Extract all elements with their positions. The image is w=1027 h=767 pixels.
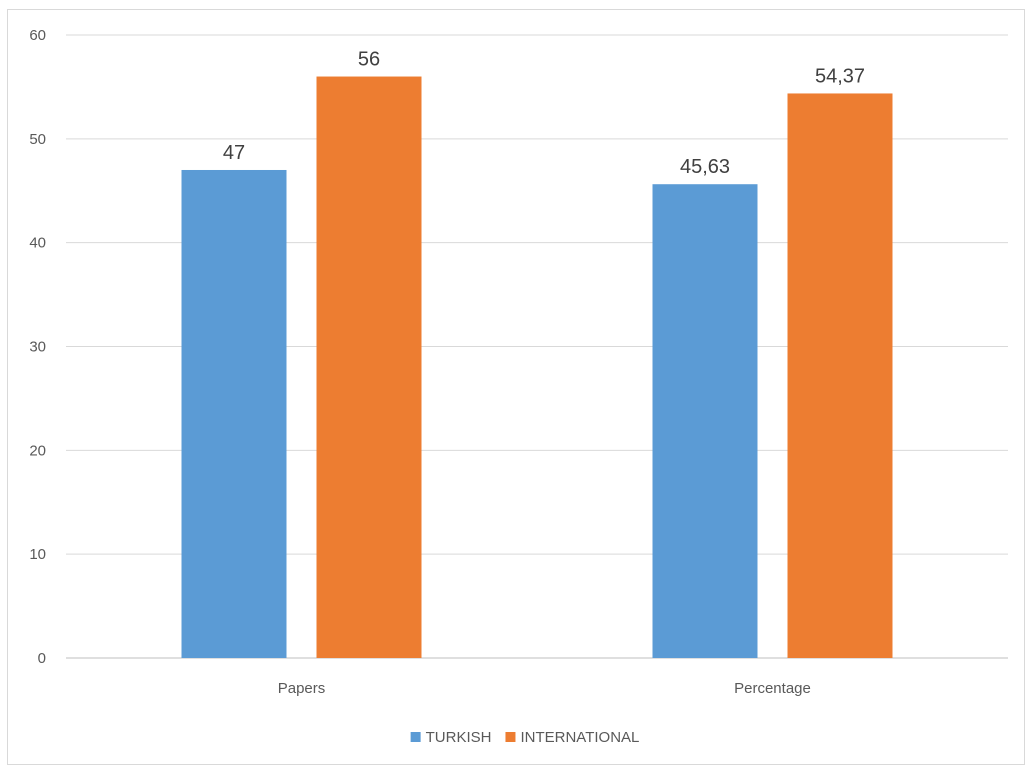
x-axis-tick-labels: Papers Percentage — [278, 680, 811, 697]
bars — [181, 76, 893, 659]
bar-turkish-percentage — [652, 184, 758, 658]
data-label-turkish-papers: 47 — [223, 142, 245, 164]
legend-swatch-turkish — [410, 732, 421, 742]
y-tick-label: 50 — [29, 131, 46, 148]
data-label-turkish-percentage: 45,63 — [680, 156, 730, 178]
x-tick-label: Papers — [278, 680, 326, 697]
x-tick-label: Percentage — [734, 680, 811, 697]
bar-international-percentage — [787, 93, 893, 658]
y-tick-label: 20 — [29, 442, 46, 459]
y-tick-label: 10 — [29, 546, 46, 563]
legend-swatch-international — [505, 732, 516, 742]
y-tick-label: 60 — [29, 27, 46, 44]
bar-turkish-papers — [181, 169, 287, 658]
legend: TURKISH INTERNATIONAL — [410, 729, 639, 746]
y-tick-label: 40 — [29, 235, 46, 252]
y-tick-label: 30 — [29, 339, 46, 356]
data-label-international-papers: 56 — [358, 49, 380, 71]
y-tick-label: 0 — [38, 650, 46, 667]
y-axis-tick-labels: 0 10 20 30 40 50 60 — [29, 27, 46, 667]
bar-international-papers — [316, 76, 422, 659]
data-label-international-percentage: 54,37 — [815, 65, 865, 87]
data-labels: 47 56 45,63 54,37 — [223, 49, 865, 179]
legend-label-turkish: TURKISH — [426, 729, 492, 746]
legend-label-international: INTERNATIONAL — [520, 729, 639, 746]
